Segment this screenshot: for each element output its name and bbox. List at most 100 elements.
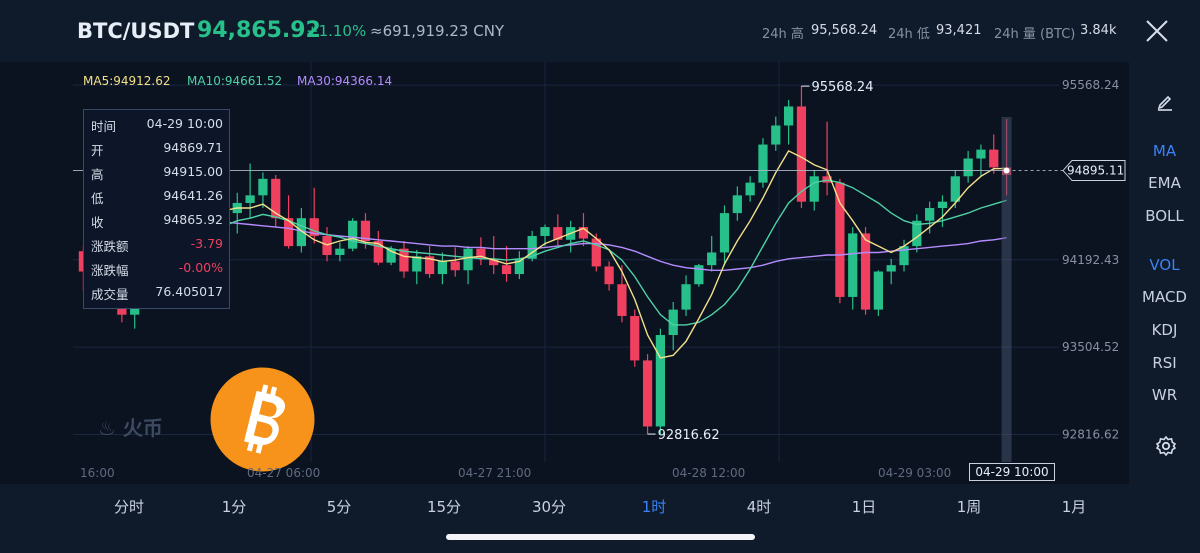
candle-body <box>642 360 653 427</box>
candle-body <box>796 106 807 202</box>
candle-body <box>873 271 883 310</box>
indicator-vol[interactable]: VOL <box>1149 256 1180 274</box>
tab-interval[interactable]: 30分 <box>531 498 567 516</box>
info-value: 94641.26 <box>163 188 223 203</box>
ma30-legend: MA30:94366.14 <box>297 74 393 88</box>
time-tick: 04-29 03:00 <box>878 466 952 480</box>
candle-body <box>527 235 537 259</box>
candle-body <box>386 248 396 263</box>
indicator-ma[interactable]: MA <box>1152 142 1177 160</box>
indicator-macd[interactable]: MACD <box>1142 288 1187 306</box>
stat-24h-high-label: 24h 高 <box>762 27 804 42</box>
close-icon[interactable] <box>1143 17 1171 45</box>
pencil-icon[interactable] <box>1155 92 1175 112</box>
stat-24h-volume-label: 24h 量 (BTC) <box>994 27 1076 42</box>
indicator-wr[interactable]: WR <box>1151 386 1178 404</box>
info-label: 成交量 <box>91 287 129 302</box>
candle-body <box>719 213 730 253</box>
tab-interval[interactable]: 1日 <box>851 498 877 516</box>
last-price: 94,865.92 <box>197 18 321 43</box>
indicator-sidebar: MA EMA BOLL VOL MACD KDJ RSI WR <box>1129 62 1200 484</box>
tab-interval[interactable]: 1周 <box>956 498 982 516</box>
ma10-legend: MA10:94661.52 <box>187 74 283 88</box>
candle-body <box>899 246 909 266</box>
candle-body <box>758 144 768 183</box>
low-marker-text: 92816.62 <box>658 428 720 443</box>
info-label: 低 <box>91 191 104 206</box>
info-label: 开 <box>91 143 104 158</box>
candle-body <box>271 178 281 219</box>
candle-body <box>335 248 345 256</box>
candle-body <box>989 149 999 168</box>
tab-interval[interactable]: 4时 <box>746 498 772 516</box>
candle-body <box>514 258 524 275</box>
candle-body <box>540 227 550 236</box>
candle-body <box>886 265 896 272</box>
info-label: 涨跌额 <box>91 239 129 254</box>
candle-body <box>476 248 486 259</box>
candle-body <box>694 265 704 285</box>
info-label: 涨跌幅 <box>91 263 129 278</box>
candle-body <box>809 176 819 202</box>
tab-interval[interactable]: 分时 <box>113 498 145 516</box>
candle-body <box>604 266 614 285</box>
candle-body <box>489 258 499 266</box>
indicator-rsi[interactable]: RSI <box>1152 354 1177 372</box>
price-axis-label: 95568.24 <box>1062 78 1119 92</box>
crosshair-column <box>1001 117 1012 462</box>
candle-body <box>732 195 742 214</box>
crosshair-time-badge: 04-29 10:00 <box>969 463 1055 481</box>
candle-body <box>950 176 960 202</box>
candle-body <box>963 158 973 177</box>
tab-interval[interactable]: 15分 <box>426 498 462 516</box>
candle-body <box>258 178 268 196</box>
candle-body <box>283 218 294 247</box>
candle-body <box>848 233 858 297</box>
candle-body <box>630 315 640 361</box>
candle-body <box>348 220 358 249</box>
candle-body <box>668 309 678 336</box>
info-row: 成交量 76.405017 <box>91 284 223 304</box>
candle-body <box>450 261 460 271</box>
candle-body <box>360 220 371 242</box>
info-row: 低 94641.26 <box>91 188 223 208</box>
price-axis-label: 93504.52 <box>1062 340 1119 354</box>
tab-interval[interactable]: 1时 <box>641 498 667 516</box>
info-value: 04-29 10:00 <box>146 116 223 131</box>
tab-interval[interactable]: 1分 <box>221 498 247 516</box>
indicator-kdj[interactable]: KDJ <box>1151 321 1178 339</box>
interval-tabs: 分时 1分 5分 15分 30分 1时 4时 1日 1周 1月 <box>0 484 1200 553</box>
tab-interval[interactable]: 5分 <box>326 498 352 516</box>
stat-24h-low-label: 24h 低 <box>888 27 930 42</box>
pair-name[interactable]: BTC/USDT <box>77 19 195 43</box>
ohlc-info-box: 时间 04-29 10:00 开 94869.71 高 94915.00 低 9464… <box>83 109 230 309</box>
candle-body <box>424 256 435 275</box>
candle-body <box>399 248 409 272</box>
info-row: 涨跌幅 -0.00% <box>91 260 223 280</box>
home-indicator <box>446 534 755 540</box>
high-marker-text: 95568.24 <box>811 80 873 95</box>
info-value: -0.00% <box>178 260 223 275</box>
info-label: 时间 <box>91 119 117 134</box>
tab-interval[interactable]: 1月 <box>1061 498 1087 516</box>
crosshair-dot <box>1003 167 1010 174</box>
candle-body <box>681 284 691 310</box>
ticker-header: BTC/USDT 94,865.92 +1.10% ≈691,919.23 CN… <box>0 0 1200 62</box>
time-tick: 04-27 21:00 <box>458 466 532 480</box>
candle-body <box>373 241 383 263</box>
candle-body <box>707 252 717 266</box>
info-row: 高 94915.00 <box>91 164 223 184</box>
price-axis-label: 94192.43 <box>1062 253 1119 267</box>
indicator-ema[interactable]: EMA <box>1148 174 1181 192</box>
candle-body <box>501 265 512 275</box>
candle-body <box>245 195 255 203</box>
indicator-boll[interactable]: BOLL <box>1145 207 1184 225</box>
candle-body <box>835 182 845 297</box>
change-percent: +1.10% <box>306 22 367 40</box>
crosshair-price-text: 94895.11 <box>1067 164 1124 178</box>
candle-body <box>655 335 666 427</box>
time-tick: 16:00 <box>80 466 115 480</box>
candle-body <box>771 125 781 145</box>
stat-24h-low-value: 93,421 <box>936 23 982 38</box>
gear-icon[interactable] <box>1155 435 1177 457</box>
